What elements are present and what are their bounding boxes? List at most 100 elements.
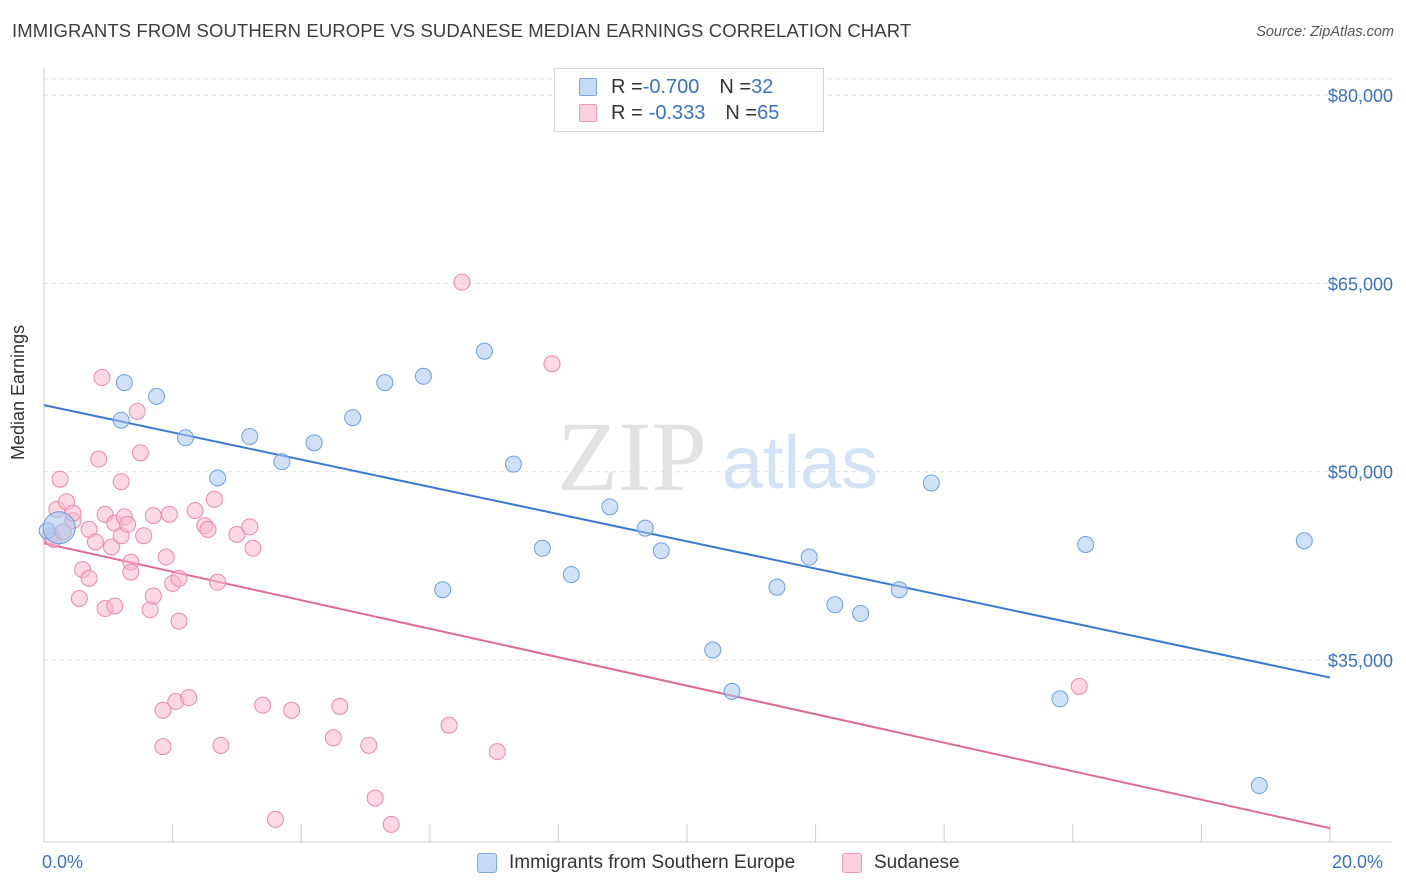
legend-swatch-blue: [579, 78, 597, 96]
axes: [43, 68, 1392, 843]
data-point: [106, 597, 124, 615]
data-point: [1051, 690, 1069, 708]
data-point: [360, 736, 378, 754]
data-point: [852, 605, 870, 623]
data-point: [543, 355, 561, 373]
data-point: [131, 444, 149, 462]
legend-r-value: -0.333: [648, 101, 706, 124]
data-point: [453, 273, 471, 291]
data-point: [241, 518, 259, 536]
trend-lines: [43, 404, 1331, 830]
data-points: [38, 273, 1313, 833]
data-point: [135, 527, 153, 545]
trend-line: [43, 542, 1331, 830]
data-point: [331, 697, 349, 715]
data-point: [144, 507, 162, 525]
data-point: [305, 434, 323, 452]
data-point: [414, 367, 432, 385]
data-point: [244, 539, 262, 557]
data-point: [51, 470, 69, 488]
data-point: [199, 520, 217, 538]
x-tick-label-min: 0.0%: [42, 852, 84, 872]
data-point: [768, 578, 786, 596]
series-legend-sudanese: Sudanese: [842, 852, 960, 874]
data-point-large: [42, 511, 76, 545]
data-point: [141, 601, 159, 619]
data-point: [1295, 532, 1313, 550]
chart-source: Source: ZipAtlas.com: [1256, 24, 1394, 40]
correlation-legend: R = -0.700 N = 32 R = -0.333 N = 65: [554, 68, 824, 132]
legend-n-label: N =: [719, 75, 752, 98]
data-point: [440, 716, 458, 734]
series-legend-southern-europe: Immigrants from Southern Europe: [477, 852, 795, 874]
data-point: [148, 387, 166, 405]
data-point: [128, 402, 146, 420]
data-point: [1077, 535, 1095, 553]
data-point: [283, 701, 301, 719]
data-point: [366, 789, 384, 807]
series-name-southern-europe: Immigrants from Southern Europe: [509, 852, 796, 873]
data-point: [636, 519, 654, 537]
y-tick-label: $50,000: [1328, 463, 1393, 483]
data-point: [890, 581, 908, 599]
data-point: [254, 696, 272, 714]
legend-n-label: N =: [725, 101, 758, 124]
data-point: [382, 815, 400, 833]
data-point: [228, 525, 246, 543]
data-point: [205, 490, 223, 508]
data-point: [504, 455, 522, 473]
data-point: [434, 581, 452, 599]
data-point: [800, 548, 818, 566]
data-point: [601, 498, 619, 516]
data-point: [266, 810, 284, 828]
watermark-atlas: atlas: [722, 421, 878, 504]
x-tick-label-max: 20.0%: [1332, 852, 1384, 872]
data-point: [826, 596, 844, 614]
data-point: [157, 548, 175, 566]
y-tick-label: $65,000: [1328, 274, 1393, 294]
data-point: [922, 474, 940, 492]
data-point: [103, 538, 121, 556]
data-point: [70, 589, 88, 607]
legend-row-southern-europe: R = -0.700 N = 32: [579, 74, 773, 100]
watermark: ZIP atlas: [557, 401, 878, 512]
data-point: [122, 563, 140, 581]
legend-row-sudanese: R = -0.333 N = 65: [579, 100, 779, 126]
series-legend: Immigrants from Southern Europe Sudanese: [0, 852, 1406, 876]
data-point: [488, 743, 506, 761]
data-point: [273, 453, 291, 471]
data-point: [93, 369, 111, 387]
data-point: [212, 736, 230, 754]
data-point: [344, 409, 362, 427]
data-point: [376, 374, 394, 392]
data-point: [119, 515, 137, 533]
data-point: [533, 539, 551, 557]
data-point: [562, 566, 580, 584]
legend-n-value: 65: [757, 101, 780, 124]
series-swatch-pink: [842, 853, 862, 873]
data-point: [209, 573, 227, 591]
data-point: [160, 505, 178, 523]
y-tick-label: $80,000: [1328, 86, 1393, 106]
data-point: [209, 469, 227, 487]
data-point: [723, 682, 741, 700]
legend-r-label: R =: [611, 75, 643, 98]
chart-title: IMMIGRANTS FROM SOUTHERN EUROPE VS SUDAN…: [12, 20, 912, 41]
series-swatch-blue: [477, 853, 497, 873]
data-point: [90, 450, 108, 468]
data-point: [170, 569, 188, 587]
data-point: [154, 701, 172, 719]
legend-r-value: -0.700: [642, 75, 700, 98]
data-point: [475, 342, 493, 360]
watermark-zip: ZIP: [557, 401, 707, 512]
data-point: [115, 374, 133, 392]
data-point: [180, 689, 198, 707]
data-point: [170, 612, 188, 630]
data-point: [186, 502, 204, 520]
y-axis-label: Median Earnings: [8, 324, 28, 460]
data-point: [176, 429, 194, 447]
y-tick-label: $35,000: [1328, 651, 1393, 671]
trend-line: [43, 404, 1331, 679]
legend-r-label: R =: [611, 101, 643, 124]
